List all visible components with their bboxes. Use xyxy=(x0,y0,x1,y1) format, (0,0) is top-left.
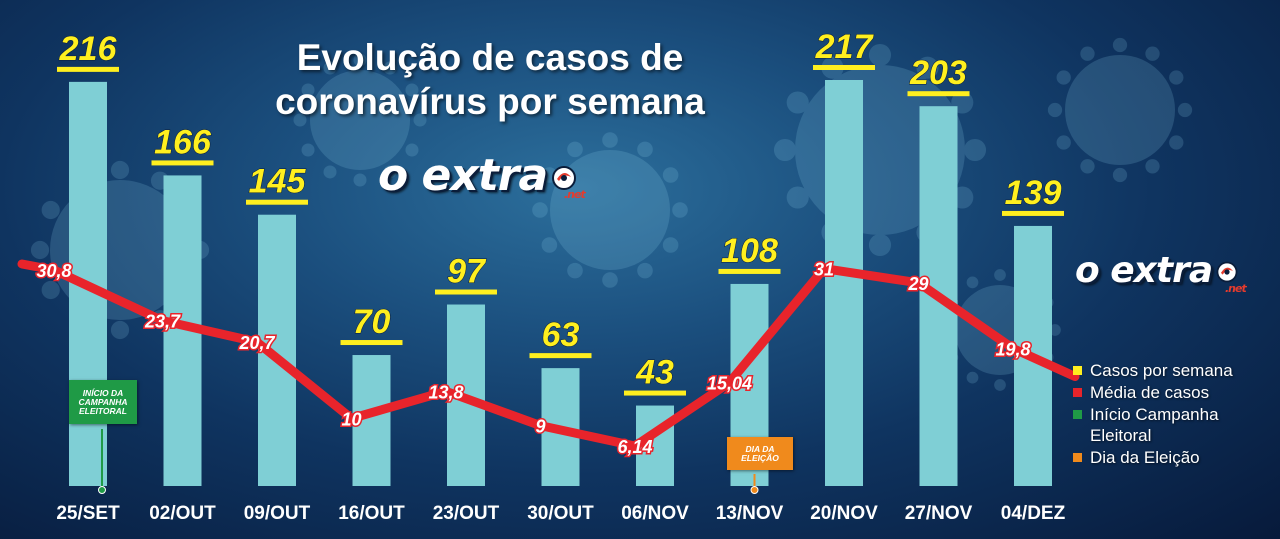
event-marker-dot xyxy=(98,486,106,494)
chart-title-line-2: coronavírus por semana xyxy=(275,81,705,122)
bar-value-underline xyxy=(813,65,875,70)
bar-value-label: 203 xyxy=(909,54,967,92)
legend-label: Dia da Eleição xyxy=(1090,448,1200,467)
legend-swatch-red xyxy=(1073,388,1082,397)
average-value-label: 13,8 xyxy=(428,382,463,402)
average-value-label: 9 xyxy=(535,417,545,437)
x-axis-tick-label: 04/DEZ xyxy=(1001,503,1066,524)
bar-value-underline xyxy=(435,289,497,295)
brand-logo-text: o extra xyxy=(1075,250,1213,291)
brand-logo-text: o extra xyxy=(378,150,548,201)
bar-value-underline xyxy=(57,66,119,72)
average-point xyxy=(535,420,546,431)
legend-label: Média de casos xyxy=(1090,383,1210,402)
average-line-group: 30,8 23,7 20,7 10 13,8 9 6,14 15,04 31 29 19,8 xyxy=(17,258,1080,459)
average-point xyxy=(252,337,262,348)
bar-value-underline xyxy=(246,199,308,205)
bar-value-underline xyxy=(529,353,592,359)
bar-value-underline xyxy=(1002,210,1064,216)
legend-item-campaign-start: Início Campanha Eleitoral xyxy=(1073,404,1273,446)
brand-swirl-icon xyxy=(552,166,577,190)
bar-value-underline xyxy=(624,390,686,396)
average-value-label: 31 xyxy=(814,260,834,280)
bar-value-label: 216 xyxy=(59,30,118,68)
x-axis-tick-label: 20/NOV xyxy=(810,503,878,524)
bar-value-label: 63 xyxy=(542,316,580,354)
x-axis-tick-label: 25/SET xyxy=(56,503,120,524)
bar-value-label: 70 xyxy=(353,303,391,341)
brand-logo-suffix: .net xyxy=(1225,282,1247,295)
brand-swirl-icon xyxy=(1216,261,1238,283)
average-point xyxy=(819,263,829,274)
legend-swatch-yellow xyxy=(1073,366,1082,375)
average-point xyxy=(157,315,168,326)
average-point xyxy=(630,441,640,451)
legend-item-election-day: Dia da Eleição xyxy=(1073,447,1273,468)
legend-swatch-orange xyxy=(1073,453,1082,462)
average-value-label: 19,8 xyxy=(995,340,1030,360)
brand-logo-suffix: .net xyxy=(564,188,586,201)
virus-shape xyxy=(1047,37,1193,183)
x-axis-tick-label: 23/OUT xyxy=(433,503,500,524)
x-axis-tick-label: 13/NOV xyxy=(716,503,784,524)
bar-value-label: 166 xyxy=(154,123,212,161)
legend-item-weekly-cases: Casos por semana xyxy=(1073,360,1273,381)
x-axis-tick-label: 09/OUT xyxy=(244,503,311,524)
bar-value-underline xyxy=(340,340,403,346)
virus-shape xyxy=(293,53,427,187)
legend-label: Início Campanha Eleitoral xyxy=(1090,405,1219,445)
bar-value-underline xyxy=(151,160,214,166)
bar-value-label: 108 xyxy=(721,232,778,270)
average-point xyxy=(724,377,735,388)
x-axis-tick-label: 16/OUT xyxy=(338,503,405,524)
bar-value-label: 97 xyxy=(447,253,487,291)
average-point xyxy=(913,277,924,288)
brand-logo-right: o extra .net xyxy=(1075,250,1247,295)
average-value-label: 10 xyxy=(341,409,361,429)
bar-value-label: 217 xyxy=(815,28,875,66)
event-marker-dot xyxy=(750,486,759,494)
average-value-label: 29 xyxy=(907,274,928,294)
x-axis-tick-label: 02/OUT xyxy=(149,503,216,524)
x-axis-tick-label: 27/NOV xyxy=(905,503,973,524)
campaign-start-tag: INÍCIO DA CAMPANHA ELEITORAL xyxy=(69,380,137,424)
bar-value-label: 43 xyxy=(635,354,674,392)
x-axis-labels: 25/SET 02/OUT 09/OUT 16/OUT 23/OUT 30/OUT 06/N… xyxy=(56,503,1065,524)
x-axis-tick-label: 06/NOV xyxy=(621,503,689,524)
legend-swatch-green xyxy=(1073,410,1082,419)
average-value-label: 6,14 xyxy=(617,437,652,457)
bar-value-underline xyxy=(907,91,970,97)
bar xyxy=(825,80,863,486)
bars-group: 216 166 145 70 97 63 43 108 217 203 139 xyxy=(57,28,1064,494)
election-day-tag: DIA DA ELEIÇÃO xyxy=(727,437,793,470)
average-value-label: 30,8 xyxy=(36,261,71,281)
average-value-label: 15,04 xyxy=(707,373,752,393)
legend: Casos por semana Média de casos Início C… xyxy=(1073,360,1273,469)
average-point xyxy=(49,265,59,275)
x-axis-tick-label: 30/OUT xyxy=(527,503,594,524)
bar-value-underline xyxy=(718,268,781,274)
average-point xyxy=(441,386,451,397)
average-value-label: 23,7 xyxy=(144,312,181,332)
average-value-label: 20,7 xyxy=(238,333,275,353)
average-point xyxy=(1008,343,1018,354)
average-point xyxy=(346,413,357,424)
legend-label: Casos por semana xyxy=(1090,361,1233,380)
brand-logo-center: o extra .net xyxy=(378,150,586,201)
virus-shape xyxy=(532,132,688,288)
chart-title-line-1: Evolução de casos de xyxy=(296,37,684,78)
bar-value-label: 145 xyxy=(249,163,307,201)
chart-title: Evolução de casos de coronavírus por sem… xyxy=(210,36,770,124)
legend-item-average: Média de casos xyxy=(1073,382,1273,403)
bar-value-label: 139 xyxy=(1005,174,1062,212)
